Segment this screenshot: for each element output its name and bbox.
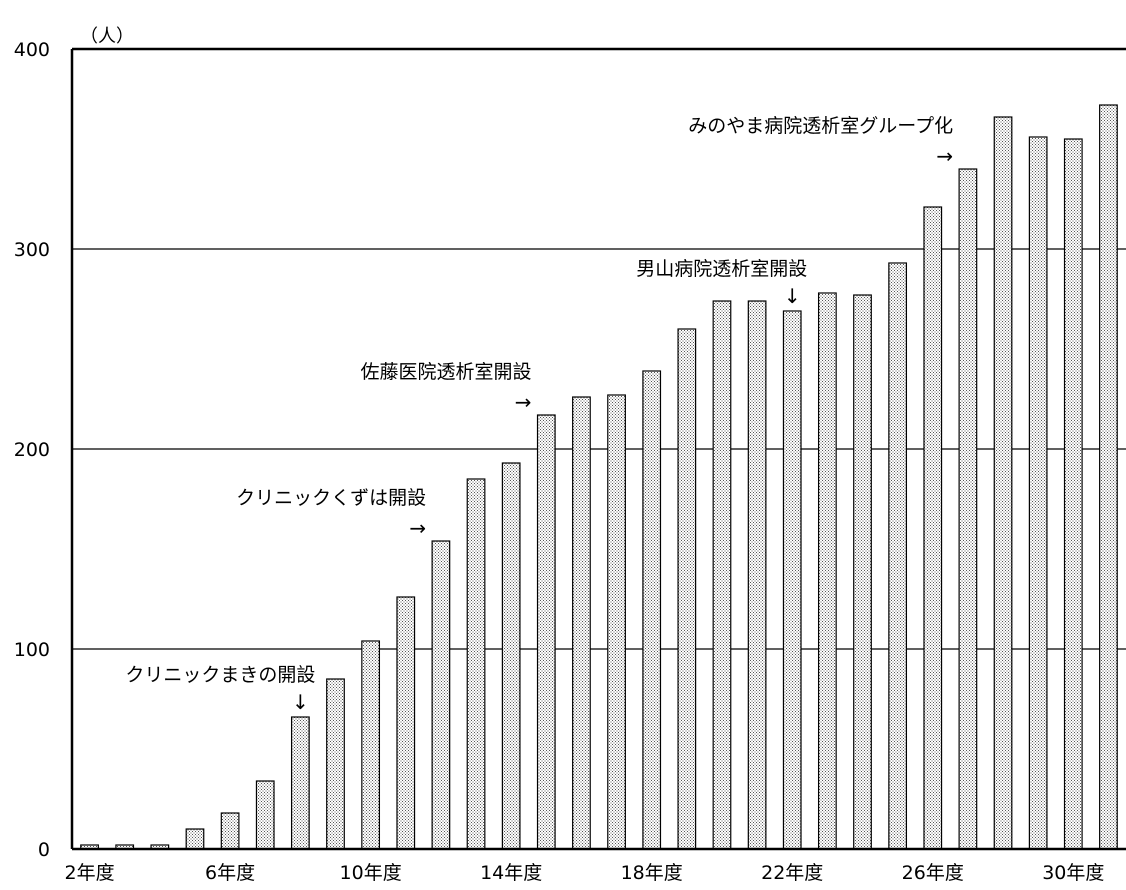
bar [1028,136,1048,850]
bar [1099,104,1118,850]
bar [572,396,591,850]
x-tick-label: 18年度 [621,862,683,884]
bar [993,116,1013,850]
bar [185,828,205,850]
bar [712,300,732,850]
x-tick-label: 22年度 [761,862,823,884]
bar [607,394,626,850]
x-tick-label: 26年度 [902,862,964,884]
y-tick-label: 300 [14,239,50,261]
annotation-label: 男山病院透析室開設 [636,258,807,280]
annotation-arrow: → [936,144,953,168]
bar [501,462,521,850]
annotation-label: クリニックまきの開設 [125,664,315,686]
grid-lines [72,47,1126,650]
y-tick-labels: 0 100 200 300 400 [14,39,50,861]
bar [361,640,381,850]
bar [958,168,978,850]
bar [431,540,451,850]
bars [80,104,1118,850]
bar [677,328,697,850]
y-unit-label: （人） [80,26,134,47]
y-tick-label: 100 [14,639,50,661]
x-tick-label: 30年度 [1042,862,1104,884]
bar [923,206,943,850]
y-tick-label: 400 [14,39,50,61]
annotation-label: クリニックくずは開設 [236,487,426,509]
axes [70,49,1126,851]
bar [747,300,767,850]
annotation-arrow: → [515,390,532,414]
bar [220,812,240,850]
bar [888,262,908,850]
bar [853,294,872,850]
y-tick-label: 200 [14,439,50,461]
x-tick-label: 2年度 [65,862,115,884]
x-tick-labels: 2年度 6年度 10年度 14年度 18年度 22年度 26年度 30年度 [65,862,1105,884]
bar [290,716,310,850]
bar [1063,138,1083,850]
bar [255,780,275,850]
annotation-label: みのやま病院透析室グループ化 [688,115,953,137]
annotation-arrow: ↓ [292,690,309,714]
bar [642,370,662,850]
annotation-arrow: ↓ [784,284,801,308]
annotation-label: 佐藤医院透析室開設 [361,361,532,383]
y-tick-label: 0 [38,839,50,861]
bar [466,478,486,850]
x-tick-label: 10年度 [340,862,402,884]
annotations: ↓ クリニックまきの開設 → クリニックくずは開設 → 佐藤医院透析室開設 ↓ 男山病院透析室… [125,115,953,714]
bar [782,310,802,850]
x-tick-label: 14年度 [480,862,542,884]
bar [536,414,556,850]
x-tick-label: 6年度 [205,862,255,884]
bar [396,596,416,850]
annotation-arrow: → [409,516,426,540]
bar [817,292,837,850]
bar [326,678,345,850]
